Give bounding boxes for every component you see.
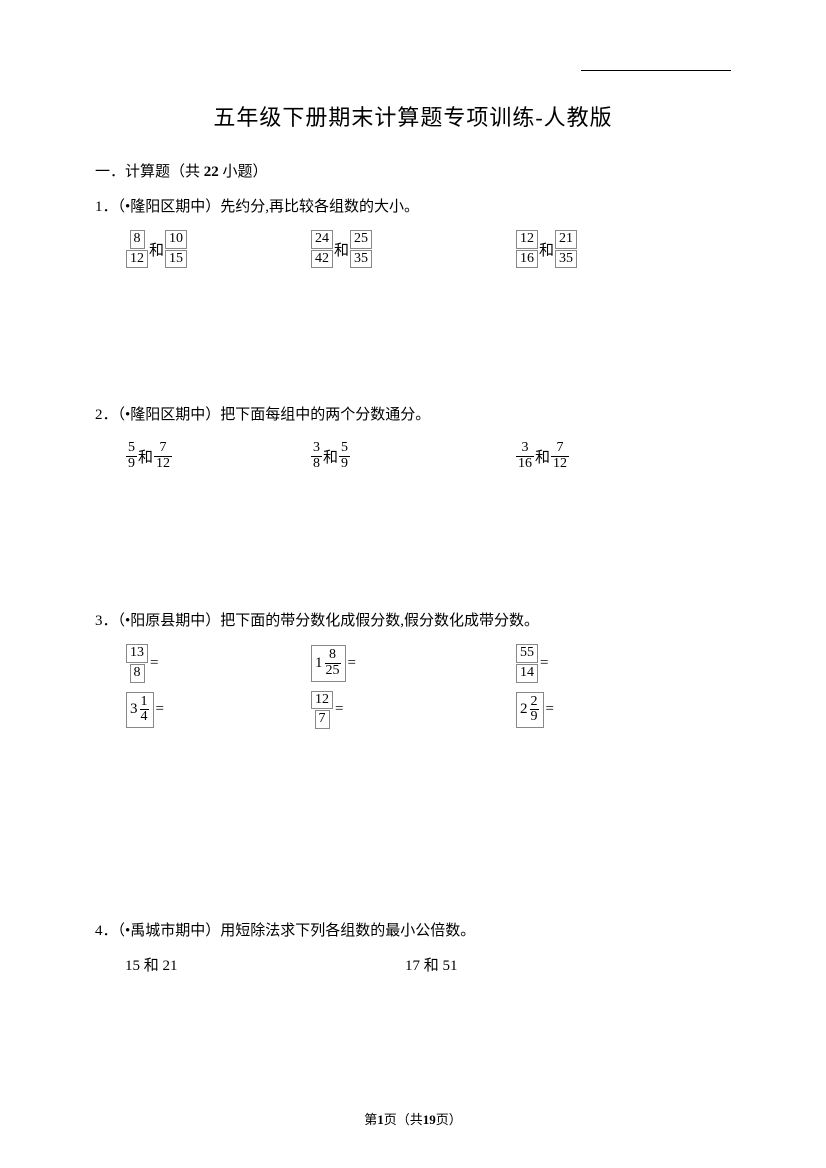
mixed-fraction: 1825	[311, 645, 346, 681]
footer-prefix: 第	[364, 1112, 377, 1127]
equals: =	[546, 701, 554, 718]
q3-item-1: 138=	[125, 644, 310, 682]
question-3-row2: 314= 127= 229=	[95, 691, 731, 729]
question-4-label: 4．（•禹城市期中）用短除法求下列各组数的最小公倍数。	[95, 919, 731, 940]
q4-item-1: 15 和 21	[125, 954, 405, 975]
question-4-row: 15 和 21 17 和 51	[95, 954, 731, 975]
fraction: 138	[126, 644, 148, 682]
footer-mid: 页（共	[384, 1112, 423, 1127]
fraction: 712	[551, 441, 569, 471]
question-2-row: 59和712 38和59 316和712	[95, 438, 731, 474]
question-3-row1: 138= 1825= 5514=	[95, 644, 731, 682]
fraction: 2135	[555, 230, 577, 268]
fraction: 2535	[350, 230, 372, 268]
connector: 和	[539, 239, 554, 260]
q3-item-4: 314=	[125, 691, 310, 729]
q1-item-3: 1216和2135	[515, 230, 731, 268]
fraction: 812	[126, 230, 148, 268]
connector: 和	[323, 446, 338, 467]
q2-item-1: 59和712	[125, 438, 310, 474]
question-4: 4．（•禹城市期中）用短除法求下列各组数的最小公倍数。 15 和 21 17 和…	[95, 919, 731, 975]
mixed-fraction: 314	[126, 692, 154, 728]
question-3: 3．（•阳原县期中）把下面的带分数化成假分数,假分数化成带分数。 138= 18…	[95, 609, 731, 729]
mixed-fraction: 229	[516, 692, 544, 728]
question-2-label: 2．（•隆阳区期中）把下面每组中的两个分数通分。	[95, 403, 731, 424]
fraction: 38	[311, 441, 322, 471]
q2-item-2: 38和59	[310, 438, 515, 474]
equals: =	[540, 655, 548, 672]
fraction: 29	[530, 695, 539, 725]
header-underline	[581, 70, 731, 71]
fraction: 316	[516, 441, 534, 471]
fraction: 825	[325, 648, 341, 678]
section-suffix: 小题）	[219, 164, 268, 180]
fraction: 5514	[516, 644, 538, 682]
fraction: 2442	[311, 230, 333, 268]
fraction: 127	[311, 691, 333, 729]
footer-suffix: 页）	[436, 1112, 462, 1127]
equals: =	[335, 701, 343, 718]
question-1-label: 1．（•隆阳区期中）先约分,再比较各组数的大小。	[95, 195, 731, 216]
fraction: 59	[126, 441, 137, 471]
fraction: 712	[154, 441, 172, 471]
q3-item-6: 229=	[515, 691, 731, 729]
connector: 和	[149, 239, 164, 260]
q3-item-3: 5514=	[515, 644, 731, 682]
connector: 和	[334, 239, 349, 260]
fraction: 14	[140, 695, 149, 725]
q4-item-2: 17 和 51	[405, 954, 731, 975]
equals: =	[348, 655, 356, 672]
q3-item-5: 127=	[310, 691, 515, 729]
connector: 和	[535, 446, 550, 467]
question-3-label: 3．（•阳原县期中）把下面的带分数化成假分数,假分数化成带分数。	[95, 609, 731, 630]
page-content: 五年级下册期末计算题专项训练-人教版 一．计算题（共 22 小题） 1．（•隆阳…	[0, 0, 826, 975]
q3-item-2: 1825=	[310, 644, 515, 682]
fraction: 59	[339, 441, 350, 471]
footer-total: 19	[423, 1112, 436, 1127]
q1-item-1: 812和1015	[125, 230, 310, 268]
equals: =	[156, 701, 164, 718]
document-title: 五年级下册期末计算题专项训练-人教版	[95, 100, 731, 132]
question-1-row: 812和1015 2442和2535 1216和2135	[95, 230, 731, 268]
section-header: 一．计算题（共 22 小题）	[95, 160, 731, 181]
equals: =	[150, 655, 158, 672]
connector: 和	[138, 446, 153, 467]
section-count: 22	[204, 164, 219, 180]
question-2: 2．（•隆阳区期中）把下面每组中的两个分数通分。 59和712 38和59 31…	[95, 403, 731, 474]
fraction: 1015	[165, 230, 187, 268]
q1-item-2: 2442和2535	[310, 230, 515, 268]
section-prefix: 一．计算题（共	[95, 164, 204, 180]
fraction: 1216	[516, 230, 538, 268]
q2-item-3: 316和712	[515, 438, 731, 474]
question-1: 1．（•隆阳区期中）先约分,再比较各组数的大小。 812和1015 2442和2…	[95, 195, 731, 268]
page-footer: 第1页（共19页）	[0, 1109, 826, 1128]
